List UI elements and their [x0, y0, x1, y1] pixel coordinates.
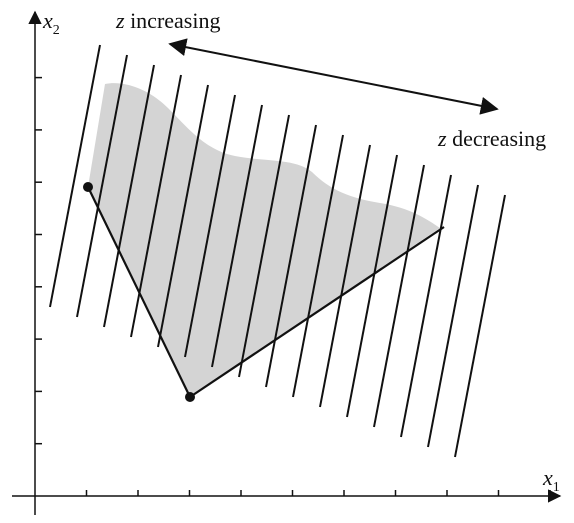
contour-line — [265, 124, 317, 388]
vertex-point-upper — [83, 182, 93, 192]
contour-line — [184, 94, 236, 358]
feasible-region — [88, 83, 440, 397]
contour-line — [454, 194, 506, 458]
y-axis-label-var: x — [42, 8, 53, 33]
z-increasing-var: z — [115, 8, 125, 33]
constraint-edge-right — [189, 226, 445, 398]
z-decreasing-text: decreasing — [447, 126, 547, 151]
contour-line — [346, 154, 398, 418]
z-increasing-label: z increasing — [115, 8, 220, 33]
contour-line — [103, 64, 155, 328]
x-axis-label-sub: 1 — [553, 480, 560, 495]
constraint-edge-left — [87, 186, 191, 398]
x-axis-label-var: x — [542, 465, 553, 490]
contour-line — [319, 144, 371, 408]
y-axis-label: x2 — [42, 8, 60, 38]
contour-line — [427, 184, 479, 448]
contour-line — [373, 164, 425, 428]
contour-line — [211, 104, 263, 368]
x-axis-ticks — [85, 490, 551, 496]
y-axis-ticks — [35, 76, 42, 445]
x-axis-label: x1 — [542, 465, 560, 495]
objective-contour-lines — [49, 44, 506, 458]
contour-line — [400, 174, 452, 438]
y-axis-label-sub: 2 — [53, 23, 60, 38]
contour-line — [238, 114, 290, 378]
contour-line — [292, 134, 344, 398]
contour-line — [76, 54, 128, 318]
z-increasing-text: increasing — [125, 8, 221, 33]
vertex-point-lower — [185, 392, 195, 402]
contour-line — [157, 84, 209, 348]
z-decreasing-label: z decreasing — [437, 126, 546, 151]
z-decreasing-var: z — [437, 126, 447, 151]
direction-arrow — [168, 38, 499, 115]
contour-line — [49, 44, 101, 308]
